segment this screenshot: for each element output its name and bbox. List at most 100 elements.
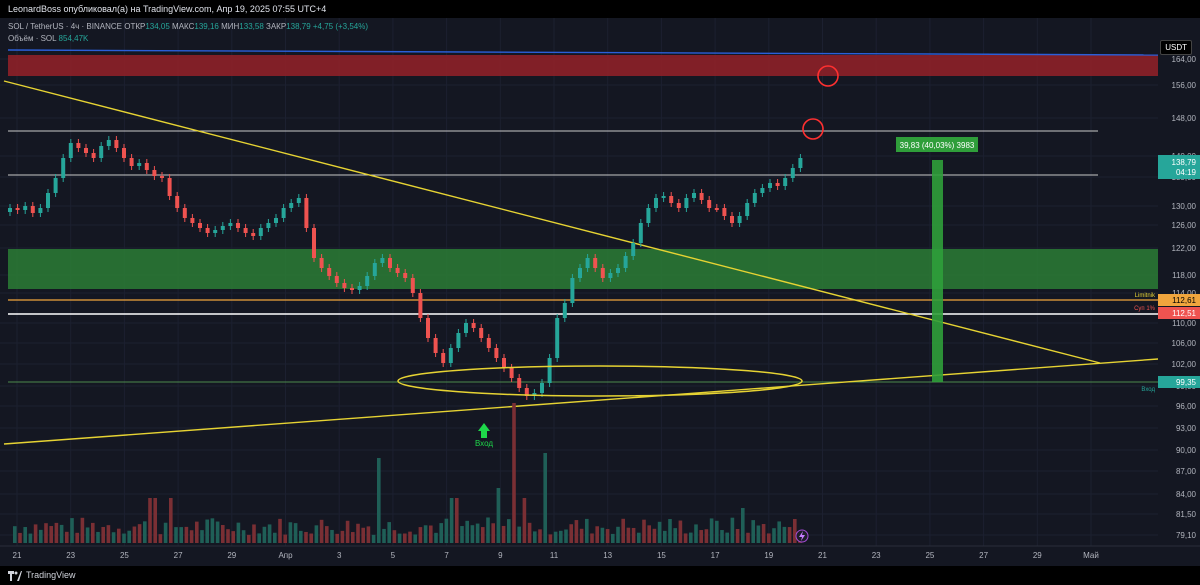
symbol-legend[interactable]: SOL / TetherUS · 4ч · BINANCE ОТКР134,05… [8, 22, 369, 31]
candle [213, 230, 218, 233]
volume-bar [522, 498, 527, 543]
volume-bar [434, 532, 438, 543]
time-tick: 23 [872, 551, 881, 560]
volume-bar [257, 533, 261, 543]
volume-bar [689, 532, 693, 543]
volume-bar [590, 533, 594, 543]
time-axis: 21 23 25 27 29 Апр 3 5 7 9 11 13 15 17 19 21 23 25 27 29 Май [0, 545, 1200, 560]
volume-bar [137, 524, 142, 543]
candle [61, 158, 66, 178]
candle [783, 178, 788, 186]
time-tick: 11 [550, 551, 559, 560]
chart-area[interactable]: 39,83 (40,03%) 3983 Вход 164,00 156,00 148,0… [0, 18, 1200, 566]
time-tick: 15 [657, 551, 666, 560]
candle [281, 208, 286, 218]
candle [745, 203, 750, 216]
ascending-trendline [3, 358, 1159, 445]
price-tick: 164,00 [1172, 55, 1197, 64]
candle [68, 143, 73, 158]
price-tick: 79,10 [1176, 531, 1197, 540]
entry-marker-label: Вход [475, 439, 493, 448]
candle [182, 208, 187, 218]
highlight-ellipse [397, 365, 803, 397]
volume-bar [309, 533, 313, 543]
volume-bar [106, 525, 111, 543]
volume-bar [148, 498, 152, 543]
candle [722, 208, 727, 216]
candle [441, 353, 446, 363]
volume-bar [319, 519, 324, 543]
volume-bar [241, 530, 246, 543]
volume-bar [262, 526, 267, 543]
volume-bar [49, 526, 53, 543]
stop-tag [1158, 307, 1200, 319]
candle [654, 198, 658, 208]
candle [365, 276, 370, 286]
candle [395, 268, 400, 273]
volume-bar [548, 534, 553, 543]
volume-bar [231, 531, 235, 543]
volume-bar [439, 523, 443, 543]
volume-bar [325, 526, 329, 543]
candle [266, 223, 271, 228]
target-circle [802, 118, 824, 140]
candle [388, 258, 392, 268]
candle [350, 288, 354, 290]
low-value: 133,58 [239, 22, 264, 31]
volume-bar [28, 533, 33, 543]
volume-bar [616, 526, 620, 543]
time-tick: 5 [391, 551, 396, 560]
brand[interactable]: TradingView [0, 566, 1200, 585]
volume-bar [741, 508, 745, 543]
candle [137, 163, 142, 166]
resistance-zone [8, 55, 1158, 76]
candle [616, 268, 620, 273]
tradingview-logo-icon [8, 570, 22, 581]
time-tick: Май [1083, 551, 1099, 560]
volume-bar [423, 525, 428, 543]
price-tick: 96,00 [1176, 402, 1197, 411]
volume-bar [585, 518, 589, 543]
blue-trendline [7, 49, 1159, 56]
volume-bar [158, 534, 163, 543]
time-tick: 19 [764, 551, 773, 560]
time-tick: 25 [120, 551, 129, 560]
candle [144, 163, 149, 170]
volume-bar [621, 518, 625, 543]
volume-bar [179, 527, 183, 543]
price-chart[interactable]: 39,83 (40,03%) 3983 Вход 164,00 156,00 148,0… [0, 18, 1200, 566]
price-tick: 81,50 [1176, 510, 1197, 519]
volume-bar [486, 517, 490, 543]
price-tick: 130,00 [1172, 202, 1197, 211]
volume-bar [143, 521, 147, 543]
stop-label: Суп 1% [1134, 306, 1156, 312]
last-price-tag [1158, 155, 1200, 179]
candle [327, 268, 332, 276]
limitnik-price: 112,61 [1172, 296, 1196, 305]
candle [707, 200, 712, 208]
volume-bar [96, 531, 100, 543]
candle [274, 218, 278, 223]
volume-bar [80, 517, 85, 543]
candle [357, 286, 362, 290]
candle [448, 348, 453, 363]
volume-bar [543, 453, 547, 543]
volume-bar [304, 531, 308, 543]
volume-bar [663, 530, 667, 543]
candle [752, 193, 757, 203]
volume-legend[interactable]: Объём · SOL 854,47K [8, 34, 89, 43]
publish-bar: LeonardBoss опубликовал(а) на TradingVie… [0, 0, 1200, 18]
price-axis-bg [1158, 18, 1200, 546]
volume-bar [678, 520, 683, 543]
candle [555, 318, 560, 358]
volume-bar [293, 523, 298, 543]
candle [479, 328, 484, 338]
time-tick: 29 [1033, 551, 1042, 560]
currency-button[interactable]: USDT [1160, 40, 1192, 55]
volume-bar [184, 526, 189, 543]
volume-bar [54, 522, 59, 543]
volume-bar [449, 498, 454, 543]
entry-price: 99,35 [1176, 378, 1197, 387]
price-tick: 148,00 [1172, 114, 1197, 123]
candle [53, 178, 58, 193]
